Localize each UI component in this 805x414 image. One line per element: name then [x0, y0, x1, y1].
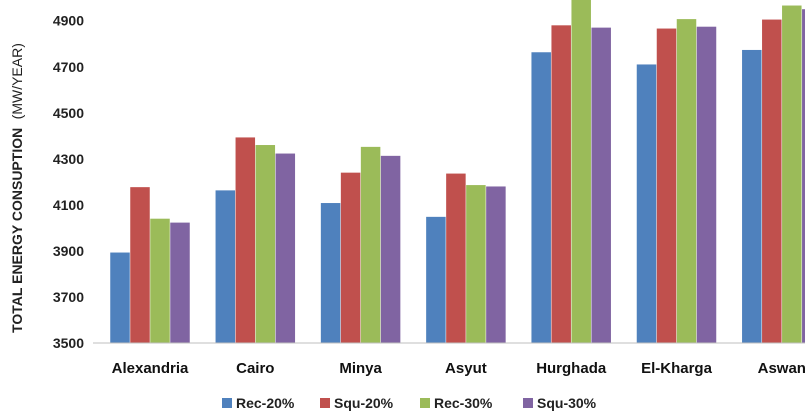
category-labels: Alexandria Cairo Minya Asyut Hurghada El-Khar… — [112, 360, 805, 377]
legend-label: Rec-30% — [434, 395, 493, 411]
y-axis-ticks: 3500 3700 3900 4100 4300 4500 4700 4900 — [53, 13, 84, 351]
bar-squ-30--asyut — [486, 186, 506, 343]
bar-rec-20--cairo — [215, 190, 236, 343]
bar-squ-20--el-kharga — [656, 28, 677, 344]
bar-rec-20--alexandria — [110, 252, 130, 343]
y-tick-label: 4900 — [53, 13, 84, 29]
y-tick-label: 3500 — [53, 335, 84, 351]
y-tick-label: 4100 — [53, 197, 84, 213]
legend-label: Rec-20% — [236, 395, 295, 411]
bar-squ-30--cairo — [275, 153, 296, 343]
bar-squ-20--minya — [340, 172, 361, 343]
bar-rec-30--asyut — [466, 185, 486, 343]
category-label: Asyut — [445, 360, 487, 377]
bars — [110, 0, 805, 344]
category-label: Minya — [339, 360, 382, 377]
legend-swatch — [320, 398, 330, 408]
y-tick-label: 4700 — [53, 59, 84, 75]
category-label: Aswan — [758, 360, 805, 377]
y-axis-title: TOTAL ENERGY CONSUPTION (MW/YEAR) — [9, 43, 26, 333]
legend-swatch — [420, 398, 430, 408]
y-axis-unit: (MW/YEAR) — [9, 43, 25, 119]
bar-squ-20--asyut — [446, 173, 466, 343]
bar-squ-30--alexandria — [170, 222, 190, 343]
bar-rec-20--el-kharga — [636, 64, 657, 344]
bar-squ-30--hurghada — [591, 27, 611, 344]
bar-rec-30--cairo — [255, 145, 276, 343]
legend-label: Squ-30% — [537, 395, 597, 411]
legend-swatch — [523, 398, 533, 408]
bar-squ-20--aswan — [762, 19, 782, 344]
bar-squ-20--cairo — [235, 137, 256, 343]
bar-rec-20--minya — [320, 203, 341, 343]
legend-swatch — [222, 398, 232, 408]
bar-rec-30--minya — [360, 146, 381, 343]
y-tick-label: 4300 — [53, 151, 84, 167]
bar-rec-20--aswan — [742, 49, 762, 344]
bar-squ-30--aswan — [802, 9, 805, 343]
bar-squ-30--minya — [380, 155, 401, 343]
bar-rec-30--el-kharga — [676, 19, 697, 343]
category-label: Alexandria — [112, 360, 189, 377]
bar-rec-30--alexandria — [150, 218, 170, 343]
bar-rec-30--aswan — [782, 5, 802, 343]
category-label: Hurghada — [536, 360, 607, 377]
category-label: Cairo — [236, 360, 274, 377]
legend: Rec-20% Squ-20% Rec-30% Squ-30% — [222, 395, 597, 411]
bar-rec-20--asyut — [426, 216, 446, 343]
svg-text:TOTAL ENERGY CONSUPTION: TOTAL ENERGY CONSUPTION (MW/YEAR) — [9, 43, 26, 333]
bar-rec-20--hurghada — [531, 52, 551, 343]
y-tick-label: 4500 — [53, 105, 84, 121]
bar-squ-20--alexandria — [130, 187, 150, 343]
legend-label: Squ-20% — [334, 395, 394, 411]
bar-squ-20--hurghada — [551, 25, 571, 344]
y-tick-label: 3900 — [53, 243, 84, 259]
y-tick-label: 3700 — [53, 289, 84, 305]
y-axis-label: TOTAL ENERGY CONSUPTION — [9, 128, 25, 333]
category-label: El-Kharga — [641, 360, 713, 377]
bar-rec-30--hurghada — [571, 0, 591, 343]
bar-squ-30--el-kharga — [696, 26, 717, 343]
